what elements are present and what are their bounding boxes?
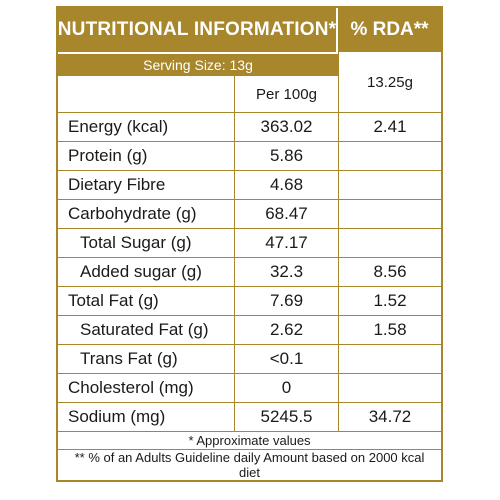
nutrient-name: Energy (kcal) xyxy=(68,117,169,136)
nutrient-name: Dietary Fibre xyxy=(68,175,166,194)
table-row: Dietary Fibre 4.68 xyxy=(58,170,441,199)
rda-value: 1.52 xyxy=(338,287,441,315)
table-row: Added sugar (g) 32.3 8.56 xyxy=(58,257,441,286)
rda-value xyxy=(338,345,441,373)
rda-title: % RDA** xyxy=(350,19,429,40)
table-row: Carbohydrate (g) 68.47 xyxy=(58,199,441,228)
rda-value xyxy=(338,229,441,257)
nutrient-name: Total Sugar (g) xyxy=(80,233,192,252)
table-row: Protein (g) 5.86 xyxy=(58,141,441,170)
rda-value: 2.41 xyxy=(338,113,441,141)
rda-value xyxy=(338,171,441,199)
rda-value: 1.58 xyxy=(338,316,441,344)
table-row: Saturated Fat (g) 2.62 1.58 xyxy=(58,315,441,344)
per-100g-value: 5.86 xyxy=(234,142,338,170)
nutrient-name: Protein (g) xyxy=(68,146,148,165)
rda-serving-amount: 13.25g xyxy=(338,52,441,112)
per-100g-value: 32.3 xyxy=(234,258,338,286)
nutrition-label: NUTRITIONAL INFORMATION* % RDA** Serving… xyxy=(56,6,443,482)
nutrient-name: Cholesterol (mg) xyxy=(68,378,194,397)
table-row: Energy (kcal) 363.02 2.41 xyxy=(58,112,441,141)
per-100g-value: 5245.5 xyxy=(234,403,338,431)
per-100g-value: 2.62 xyxy=(234,316,338,344)
nutrient-name: Trans Fat (g) xyxy=(80,349,178,368)
per-100g-value: 68.47 xyxy=(234,200,338,228)
per-100g-header: Per 100g xyxy=(234,76,338,112)
per-100g-value: 4.68 xyxy=(234,171,338,199)
nutrition-title: NUTRITIONAL INFORMATION* xyxy=(58,8,338,52)
nutrient-name: Sodium (mg) xyxy=(68,407,166,426)
nutrient-name: Added sugar (g) xyxy=(80,262,202,281)
nutrient-name: Total Fat (g) xyxy=(68,291,159,310)
per-100g-value: 363.02 xyxy=(234,113,338,141)
per-100g-value: <0.1 xyxy=(234,345,338,373)
label-header: NUTRITIONAL INFORMATION* % RDA** xyxy=(58,8,441,52)
nutrient-name: Saturated Fat (g) xyxy=(80,320,209,339)
table-row: Trans Fat (g) <0.1 xyxy=(58,344,441,373)
per-100g-value: 7.69 xyxy=(234,287,338,315)
approximate-values-note: * Approximate values xyxy=(58,431,441,449)
per-100g-value: 47.17 xyxy=(234,229,338,257)
nutrient-table: Energy (kcal) 363.02 2.41 Protein (g) 5.… xyxy=(58,112,441,431)
rda-value xyxy=(338,200,441,228)
rda-footnote: ** % of an Adults Guideline daily Amount… xyxy=(58,449,441,480)
rda-value xyxy=(338,374,441,402)
table-row: Cholesterol (mg) 0 xyxy=(58,373,441,402)
table-row: Total Fat (g) 7.69 1.52 xyxy=(58,286,441,315)
rda-value xyxy=(338,142,441,170)
table-row: Total Sugar (g) 47.17 xyxy=(58,228,441,257)
rda-value: 8.56 xyxy=(338,258,441,286)
per-100g-value: 0 xyxy=(234,374,338,402)
table-row: Sodium (mg) 5245.5 34.72 xyxy=(58,402,441,431)
nutrient-name: Carbohydrate (g) xyxy=(68,204,197,223)
rda-value: 34.72 xyxy=(338,403,441,431)
serving-size: Serving Size: 13g xyxy=(58,52,338,76)
